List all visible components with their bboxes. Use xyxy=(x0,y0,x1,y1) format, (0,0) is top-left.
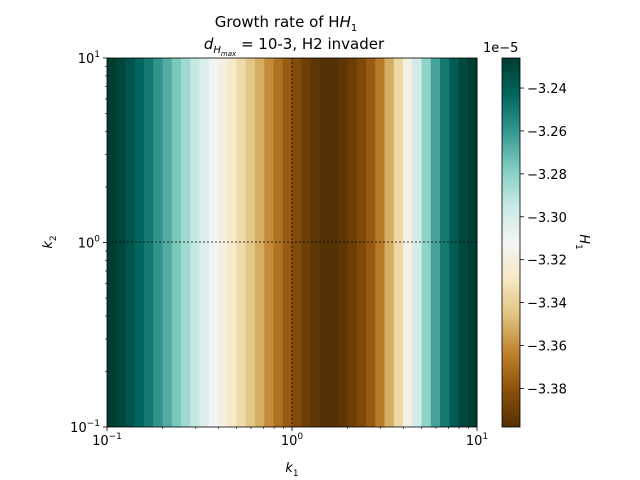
x-tick-label: 100 xyxy=(281,432,304,449)
chart-title-prefix: Growth rate of H xyxy=(215,13,340,31)
heatmap-cell xyxy=(301,58,311,427)
colorbar-tick-label: −3.36 xyxy=(527,339,567,354)
y-axis-label: k2 xyxy=(41,235,59,248)
heatmap-cell xyxy=(190,58,200,427)
colorbar-offset-text: 1e−5 xyxy=(483,41,518,56)
heatmap-cell xyxy=(144,58,154,427)
x-axis-label-sub: 1 xyxy=(293,469,299,479)
heatmap-cell xyxy=(264,58,274,427)
heatmap-cell xyxy=(449,58,459,427)
heatmap-cell xyxy=(467,58,478,427)
heatmap-cell xyxy=(421,58,432,427)
heatmap xyxy=(107,58,478,427)
colorbar-tick-label: −3.26 xyxy=(527,125,567,140)
colorbar-ticks: −3.38 −3.36 −3.34 −3.32 −3.30 −3.28 −3.26 −3.24 xyxy=(520,82,567,397)
chart-title: Growth rate of HH1 xyxy=(215,13,357,34)
y-axis-label-main: k xyxy=(41,241,56,249)
heatmap-cell xyxy=(208,58,219,427)
x-tick-label: 10−1 xyxy=(92,432,122,449)
heatmap-cell xyxy=(116,58,126,427)
colorbar-label: H1 xyxy=(573,234,591,250)
chart-title-subscript: 1 xyxy=(351,23,357,34)
x-axis-label-main: k xyxy=(285,461,293,476)
heatmap-cell xyxy=(384,58,395,427)
subtitle-d: d xyxy=(204,35,214,53)
heatmap-cell xyxy=(440,58,450,427)
heatmap-cell xyxy=(347,58,358,427)
subtitle-max: max xyxy=(221,50,237,58)
heatmap-cell xyxy=(292,58,302,427)
y-tick-label: 10−1 xyxy=(70,419,100,436)
chart-title-var: H xyxy=(340,13,351,31)
subtitle-rest: = 10-3, H2 invader xyxy=(236,35,385,53)
heatmap-cell xyxy=(236,58,247,427)
heatmap-cell xyxy=(218,58,228,427)
heatmap-cell xyxy=(375,58,385,427)
x-axis-label: k1 xyxy=(285,461,298,479)
y-tick-label: 100 xyxy=(78,235,101,252)
heatmap-cell xyxy=(310,58,321,427)
colorbar-tick-label: −3.38 xyxy=(527,382,567,397)
heatmap-cell xyxy=(134,58,145,427)
heatmap-cell xyxy=(282,58,293,427)
colorbar-tick-label: −3.30 xyxy=(527,211,567,226)
colorbar-label-main: H xyxy=(576,234,591,244)
y-axis-ticks: 10−1 100 101 xyxy=(70,50,107,436)
heatmap-cell xyxy=(199,58,210,427)
heatmap-cell xyxy=(458,58,469,427)
heatmap-cell xyxy=(430,58,441,427)
heatmap-cell xyxy=(356,58,367,427)
heatmap-cell xyxy=(366,58,376,427)
heatmap-cell xyxy=(245,58,256,427)
x-tick-label: 101 xyxy=(466,432,488,449)
heatmap-cell xyxy=(319,58,330,427)
heatmap-cell xyxy=(171,58,182,427)
heatmap-cell xyxy=(153,58,163,427)
heatmap-cell xyxy=(125,58,136,427)
colorbar-tick-label: −3.32 xyxy=(527,254,567,269)
heatmap-cell xyxy=(107,58,117,427)
heatmap-cell xyxy=(338,58,348,427)
chart-subtitle: dHmax = 10-3, H2 invader xyxy=(204,35,385,58)
x-axis-ticks: 10−1 100 101 xyxy=(92,427,488,449)
heatmap-cell xyxy=(403,58,413,427)
heatmap-cell xyxy=(162,58,173,427)
y-tick-label: 101 xyxy=(78,50,100,67)
heatmap-cell xyxy=(329,58,339,427)
heatmap-cell xyxy=(393,58,404,427)
heatmap-cell xyxy=(255,58,265,427)
heatmap-cell xyxy=(227,58,237,427)
heatmap-cell xyxy=(181,58,191,427)
colorbar-tick-label: −3.24 xyxy=(527,82,567,97)
y-axis-label-sub: 2 xyxy=(49,235,59,241)
subtitle-H: H xyxy=(213,45,221,56)
colorbar xyxy=(501,57,521,428)
heatmap-cell xyxy=(273,58,284,427)
colorbar-label-sub: 1 xyxy=(573,244,583,250)
colorbar-tick-label: −3.34 xyxy=(527,297,567,312)
heatmap-cell xyxy=(412,58,422,427)
colorbar-tick-label: −3.28 xyxy=(527,168,567,183)
